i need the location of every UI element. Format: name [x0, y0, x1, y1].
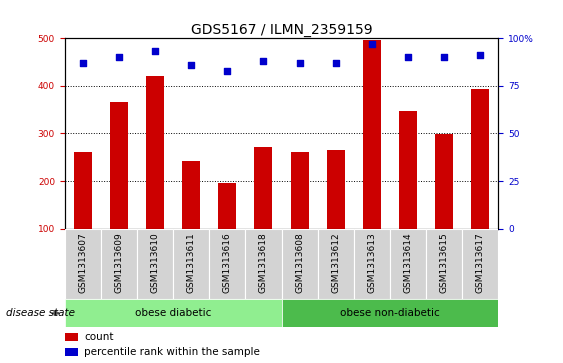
Point — [187, 62, 196, 68]
Text: GSM1313611: GSM1313611 — [187, 232, 196, 293]
Point — [114, 54, 123, 60]
Bar — [245, 229, 282, 299]
Bar — [399, 111, 417, 229]
Bar — [110, 102, 128, 229]
Bar — [65, 299, 282, 327]
Text: count: count — [84, 333, 114, 342]
Bar — [435, 134, 453, 229]
Text: GSM1313609: GSM1313609 — [114, 232, 123, 293]
Point — [331, 60, 340, 66]
Bar — [363, 40, 381, 229]
Point — [440, 54, 449, 60]
Bar — [282, 229, 318, 299]
Bar — [137, 229, 173, 299]
Text: disease state: disease state — [6, 308, 75, 318]
Bar — [209, 229, 245, 299]
Bar — [462, 229, 498, 299]
Bar — [254, 147, 272, 229]
Bar — [354, 229, 390, 299]
Bar — [173, 229, 209, 299]
Bar — [74, 152, 92, 229]
Text: obese diabetic: obese diabetic — [135, 308, 211, 318]
Text: GSM1313607: GSM1313607 — [78, 232, 87, 293]
Point — [295, 60, 304, 66]
Bar — [65, 229, 101, 299]
Text: percentile rank within the sample: percentile rank within the sample — [84, 347, 260, 357]
Point — [150, 49, 159, 54]
Text: GSM1313612: GSM1313612 — [331, 232, 340, 293]
Text: GSM1313617: GSM1313617 — [476, 232, 485, 293]
Bar — [390, 229, 426, 299]
Text: GSM1313608: GSM1313608 — [295, 232, 304, 293]
Bar — [101, 229, 137, 299]
Text: obese non-diabetic: obese non-diabetic — [340, 308, 440, 318]
Bar — [146, 76, 164, 229]
Bar — [327, 150, 345, 229]
Text: GSM1313613: GSM1313613 — [367, 232, 376, 293]
Text: GSM1313615: GSM1313615 — [440, 232, 449, 293]
Text: GSM1313618: GSM1313618 — [259, 232, 268, 293]
Bar — [426, 229, 462, 299]
Bar — [65, 348, 78, 356]
Bar — [291, 151, 309, 229]
Point — [259, 58, 268, 64]
Text: GSM1313616: GSM1313616 — [223, 232, 232, 293]
Title: GDS5167 / ILMN_2359159: GDS5167 / ILMN_2359159 — [191, 23, 372, 37]
Bar — [182, 160, 200, 229]
Bar — [282, 299, 498, 327]
Bar — [65, 333, 78, 341]
Point — [404, 54, 413, 60]
Bar — [318, 229, 354, 299]
Point — [223, 68, 232, 73]
Bar — [218, 183, 236, 229]
Text: GSM1313614: GSM1313614 — [404, 232, 413, 293]
Point — [367, 41, 376, 47]
Point — [476, 52, 485, 58]
Bar — [471, 89, 489, 229]
Text: GSM1313610: GSM1313610 — [150, 232, 159, 293]
Point — [78, 60, 87, 66]
